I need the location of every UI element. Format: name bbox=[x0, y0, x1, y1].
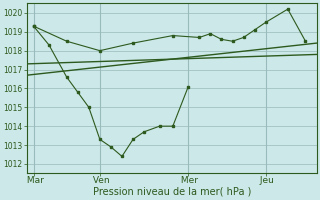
X-axis label: Pression niveau de la mer( hPa ): Pression niveau de la mer( hPa ) bbox=[92, 187, 251, 197]
